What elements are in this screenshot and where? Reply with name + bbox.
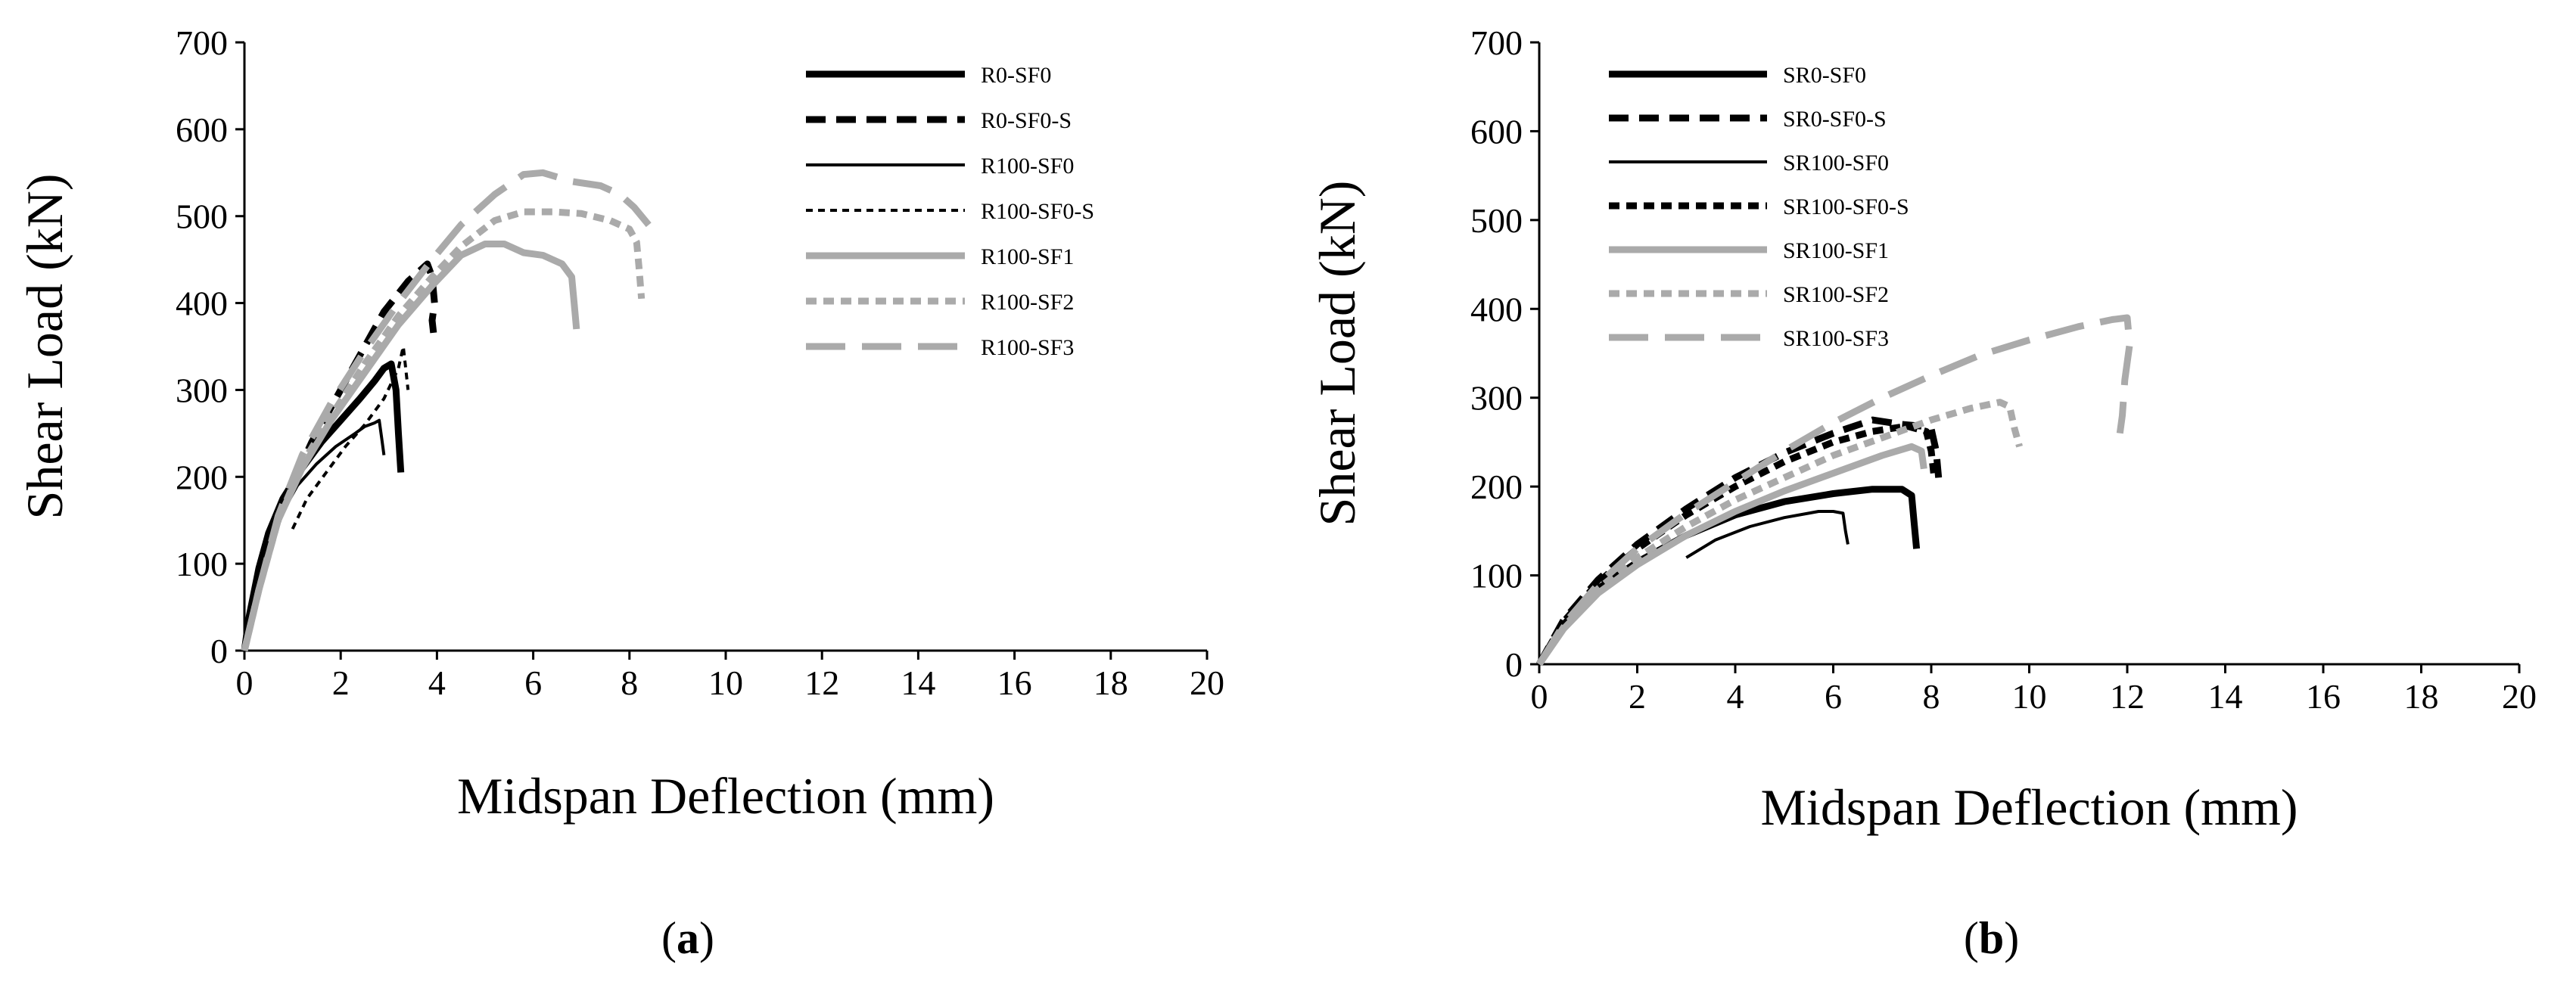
panel-b-x-tick-label: 4	[1727, 677, 1744, 716]
panel-b-x-tick-label: 0	[1531, 677, 1548, 716]
panel-a-y-tick-label: 0	[210, 632, 228, 670]
panel-b-series-line-sr100-sf0	[1685, 510, 1850, 559]
panel-b-x-tick-label: 16	[2306, 677, 2341, 716]
panel-a-subfigure-label: (a)	[661, 913, 714, 963]
panel-a-x-tick-label: 18	[1094, 663, 1128, 702]
panel-a-x-tick-label: 4	[428, 663, 446, 702]
panel-b-legend-label: SR100-SF2	[1783, 282, 1889, 307]
panel-b-y-tick-label: 600	[1470, 112, 1523, 151]
panel-b-legend-label: SR0-SF0-S	[1783, 107, 1887, 132]
panel-b-y-tick-label: 200	[1470, 468, 1523, 506]
panel-b-legend-label: SR100-SF3	[1783, 326, 1889, 351]
panel-a-legend-label: R0-SF0-S	[981, 108, 1072, 133]
panel-a-y-tick-label: 600	[176, 110, 228, 149]
panel-b-legend-label: SR100-SF0	[1783, 151, 1889, 176]
panel-a-y-tick-label: 300	[176, 371, 228, 409]
panel-a-x-tick-label: 14	[901, 663, 935, 702]
panel-a-x-axis-label: Midspan Deflection (mm)	[457, 767, 994, 825]
panel-b-y-tick-label: 100	[1470, 557, 1523, 595]
panel-b-x-tick-label: 20	[2502, 677, 2537, 716]
panel-b-legend-label: SR100-SF1	[1783, 238, 1889, 263]
panel-a-y-axis-label: Shear Load (kN)	[16, 174, 73, 520]
panel-a-x-tick-label: 10	[708, 663, 743, 702]
panel-a-series-line-r0-sf0	[241, 360, 405, 651]
panel-a-series-line-r100-sf3	[241, 169, 652, 652]
panel-a-y-tick-label: 200	[176, 458, 228, 496]
panel-a-y-tick-label: 700	[176, 23, 228, 62]
panel-b-y-tick-label: 500	[1470, 201, 1523, 240]
panel-a-y-tick-label: 400	[176, 284, 228, 323]
panel-b-y-tick-label: 300	[1470, 379, 1523, 418]
panel-b-subfigure-label: (b)	[1964, 913, 2019, 963]
panel-a-x-tick-label: 0	[236, 663, 254, 702]
panel-a-x-tick-label: 8	[621, 663, 638, 702]
panel-b-x-tick-label: 6	[1825, 677, 1842, 716]
panel-a-legend-label: R100-SF3	[981, 335, 1074, 360]
panel-b-series-line-sr100-sf0-s	[1536, 422, 1937, 667]
panel-a-x-tick-label: 2	[332, 663, 350, 702]
panel-a-x-tick-label: 6	[524, 663, 542, 702]
panel-b-x-tick-label: 8	[1923, 677, 1940, 716]
panel-a-y-tick-label: 100	[176, 545, 228, 583]
panel-a-series-line-r0-sf0-s	[241, 260, 438, 651]
panel-b-x-tick-label: 18	[2404, 677, 2439, 716]
panel-b-x-tick-label: 14	[2208, 677, 2243, 716]
panel-a-legend-label: R100-SF1	[981, 244, 1074, 269]
panel-a-legend-label: R0-SF0	[981, 63, 1051, 88]
panel-a-legend-label: R100-SF2	[981, 290, 1074, 315]
panel-a-legend-label: R100-SF0	[981, 154, 1074, 179]
panel-a-series-line-r100-sf1	[241, 241, 580, 652]
panel-b-x-tick-label: 2	[1629, 677, 1646, 716]
panel-b-y-axis-label: Shear Load (kN)	[1308, 181, 1366, 527]
chart-panel-a: 0 100 200 300 400 500 600 700 0 2 4 6 8 10 12 14 16 18 20 M…	[16, 23, 1224, 963]
panel-b-y-tick-label: 700	[1470, 23, 1523, 62]
panel-a-x-tick-label: 20	[1190, 663, 1224, 702]
panel-b-x-tick-label: 10	[2012, 677, 2047, 716]
panel-b-y-tick-label: 400	[1470, 290, 1523, 328]
panel-b-y-tick-label: 0	[1505, 645, 1523, 684]
panel-a-x-tick-label: 12	[804, 663, 839, 702]
panel-a-series-line-r100-sf0-s	[291, 345, 410, 530]
panel-a-x-tick-label: 16	[997, 663, 1032, 702]
panel-a-series-line-r100-sf2	[241, 208, 646, 652]
panel-b-series-line-sr100-sf1	[1536, 443, 1927, 667]
panel-b-legend-label: SR0-SF0	[1783, 63, 1866, 88]
panel-a-legend-label: R100-SF0-S	[981, 199, 1094, 224]
panel-b-series-line-sr100-sf2	[1536, 399, 2023, 667]
panel-b-legend-label: SR100-SF0-S	[1783, 194, 1909, 219]
chart-panel-b: 0 100 200 300 400 500 600 700 0 2 4 6 8 10 12 14 16 18 20 M…	[1308, 23, 2537, 963]
panel-b-x-tick-label: 12	[2110, 677, 2145, 716]
panel-b-x-axis-label: Midspan Deflection (mm)	[1760, 778, 2298, 836]
panel-a-y-tick-label: 500	[176, 197, 228, 236]
